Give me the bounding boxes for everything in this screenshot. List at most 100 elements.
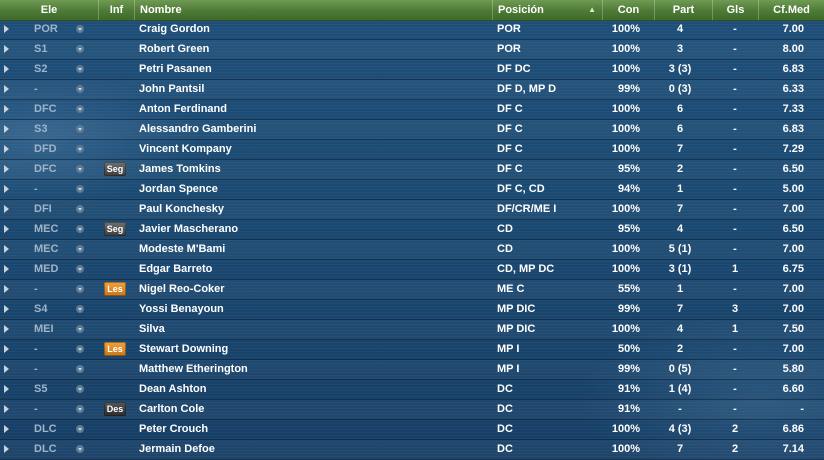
player-name[interactable]: Stewart Downing — [139, 343, 229, 355]
expand-arrow-icon[interactable] — [4, 285, 9, 293]
column-header-ele[interactable]: Ele — [40, 4, 58, 16]
dropdown-arrow-icon[interactable] — [76, 185, 84, 193]
expand-arrow-icon[interactable] — [4, 65, 9, 73]
selection-position[interactable]: - — [34, 363, 38, 375]
dropdown-arrow-icon[interactable] — [76, 285, 84, 293]
dropdown-arrow-icon[interactable] — [76, 265, 84, 273]
table-row[interactable]: DFD Vincent Kompany DF C 100% 7 - 7.29 — [0, 140, 824, 160]
table-row[interactable]: MEC Seg Javier Mascherano CD 95% 4 - 6.50 — [0, 220, 824, 240]
selection-position[interactable]: DFC — [34, 163, 57, 175]
table-row[interactable]: DFC Anton Ferdinand DF C 100% 6 - 7.33 — [0, 100, 824, 120]
expand-arrow-icon[interactable] — [4, 105, 9, 113]
selection-position[interactable]: MEC — [34, 243, 59, 255]
column-header-inf[interactable]: Inf — [98, 0, 134, 20]
dropdown-arrow-icon[interactable] — [76, 345, 84, 353]
selection-position[interactable]: S1 — [34, 43, 48, 55]
player-name[interactable]: Edgar Barreto — [139, 263, 213, 275]
dropdown-arrow-icon[interactable] — [76, 105, 84, 113]
dropdown-arrow-icon[interactable] — [76, 45, 84, 53]
expand-arrow-icon[interactable] — [4, 145, 9, 153]
table-row[interactable]: S5 Dean Ashton DC 91% 1 (4) - 6.60 — [0, 380, 824, 400]
player-name[interactable]: Paul Konchesky — [139, 203, 224, 215]
column-header-con[interactable]: Con — [602, 0, 654, 20]
player-name[interactable]: Vincent Kompany — [139, 143, 232, 155]
expand-arrow-icon[interactable] — [4, 325, 9, 333]
player-name[interactable]: Matthew Etherington — [139, 363, 248, 375]
table-row[interactable]: S1 Robert Green POR 100% 3 - 8.00 — [0, 40, 824, 60]
expand-arrow-icon[interactable] — [4, 205, 9, 213]
expand-arrow-icon[interactable] — [4, 245, 9, 253]
selection-position[interactable]: DFC — [34, 103, 57, 115]
column-header-gls[interactable]: Gls — [712, 0, 758, 20]
selection-position[interactable]: MED — [34, 263, 59, 275]
selection-position[interactable]: - — [34, 83, 38, 95]
expand-arrow-icon[interactable] — [4, 445, 9, 453]
dropdown-arrow-icon[interactable] — [76, 425, 84, 433]
player-name[interactable]: Dean Ashton — [139, 383, 207, 395]
selection-position[interactable]: MEI — [34, 323, 54, 335]
expand-arrow-icon[interactable] — [4, 85, 9, 93]
table-row[interactable]: MED Edgar Barreto CD, MP DC 100% 3 (1) 1 6.75 — [0, 260, 824, 280]
selection-position[interactable]: - — [34, 343, 38, 355]
expand-arrow-icon[interactable] — [4, 305, 9, 313]
column-header-posicion[interactable]: Posición ▲ — [492, 0, 602, 20]
expand-arrow-icon[interactable] — [4, 45, 9, 53]
dropdown-arrow-icon[interactable] — [76, 385, 84, 393]
selection-position[interactable]: S5 — [34, 383, 48, 395]
player-name[interactable]: Yossi Benayoun — [139, 303, 224, 315]
expand-arrow-icon[interactable] — [4, 365, 9, 373]
table-row[interactable]: - Les Nigel Reo-Coker ME C 55% 1 - 7.00 — [0, 280, 824, 300]
dropdown-arrow-icon[interactable] — [76, 165, 84, 173]
table-row[interactable]: - John Pantsil DF D, MP D 99% 0 (3) - 6.33 — [0, 80, 824, 100]
expand-arrow-icon[interactable] — [4, 165, 9, 173]
player-name[interactable]: Petri Pasanen — [139, 63, 212, 75]
table-row[interactable]: S3 Alessandro Gamberini DF C 100% 6 - 6.83 — [0, 120, 824, 140]
table-row[interactable]: DLC Peter Crouch DC 100% 4 (3) 2 6.86 — [0, 420, 824, 440]
expand-arrow-icon[interactable] — [4, 385, 9, 393]
table-row[interactable]: DFI Paul Konchesky DF/CR/ME I 100% 7 - 7.00 — [0, 200, 824, 220]
table-row[interactable]: - Jordan Spence DF C, CD 94% 1 - 5.00 — [0, 180, 824, 200]
dropdown-arrow-icon[interactable] — [76, 305, 84, 313]
player-name[interactable]: John Pantsil — [139, 83, 205, 95]
table-row[interactable]: - Les Stewart Downing MP I 50% 2 - 7.00 — [0, 340, 824, 360]
column-header-part[interactable]: Part — [654, 0, 712, 20]
dropdown-arrow-icon[interactable] — [76, 365, 84, 373]
dropdown-arrow-icon[interactable] — [76, 445, 84, 453]
table-row[interactable]: - Matthew Etherington MP I 99% 0 (5) - 5.80 — [0, 360, 824, 380]
selection-position[interactable]: S4 — [34, 303, 48, 315]
expand-arrow-icon[interactable] — [4, 185, 9, 193]
table-row[interactable]: MEI Silva MP DIC 100% 4 1 7.50 — [0, 320, 824, 340]
column-header-nombre[interactable]: Nombre — [134, 0, 492, 20]
dropdown-arrow-icon[interactable] — [76, 125, 84, 133]
expand-arrow-icon[interactable] — [4, 265, 9, 273]
dropdown-arrow-icon[interactable] — [76, 25, 84, 33]
dropdown-arrow-icon[interactable] — [76, 225, 84, 233]
player-name[interactable]: Robert Green — [139, 43, 210, 55]
selection-position[interactable]: - — [34, 403, 38, 415]
selection-position[interactable]: DFD — [34, 143, 57, 155]
dropdown-arrow-icon[interactable] — [76, 205, 84, 213]
player-name[interactable]: Nigel Reo-Coker — [139, 283, 225, 295]
expand-arrow-icon[interactable] — [4, 405, 9, 413]
player-name[interactable]: Peter Crouch — [139, 423, 209, 435]
table-row[interactable]: - Des Carlton Cole DC 91% - - - — [0, 400, 824, 420]
table-row[interactable]: DFC Seg James Tomkins DF C 95% 2 - 6.50 — [0, 160, 824, 180]
expand-arrow-icon[interactable] — [4, 225, 9, 233]
player-name[interactable]: Javier Mascherano — [139, 223, 239, 235]
selection-position[interactable]: S2 — [34, 63, 48, 75]
table-row[interactable]: POR Craig Gordon POR 100% 4 - 7.00 — [0, 20, 824, 40]
selection-position[interactable]: DFI — [34, 203, 52, 215]
selection-position[interactable]: S3 — [34, 123, 48, 135]
expand-arrow-icon[interactable] — [4, 25, 9, 33]
player-name[interactable]: Jermain Defoe — [139, 443, 215, 455]
player-name[interactable]: Silva — [139, 323, 165, 335]
player-name[interactable]: Craig Gordon — [139, 23, 210, 35]
selection-position[interactable]: MEC — [34, 223, 59, 235]
dropdown-arrow-icon[interactable] — [76, 65, 84, 73]
table-row[interactable]: MEC Modeste M'Bami CD 100% 5 (1) - 7.00 — [0, 240, 824, 260]
expand-arrow-icon[interactable] — [4, 425, 9, 433]
player-name[interactable]: Modeste M'Bami — [139, 243, 226, 255]
player-name[interactable]: James Tomkins — [139, 163, 221, 175]
player-name[interactable]: Anton Ferdinand — [139, 103, 227, 115]
table-row[interactable]: DLC Jermain Defoe DC 100% 7 2 7.14 — [0, 440, 824, 460]
